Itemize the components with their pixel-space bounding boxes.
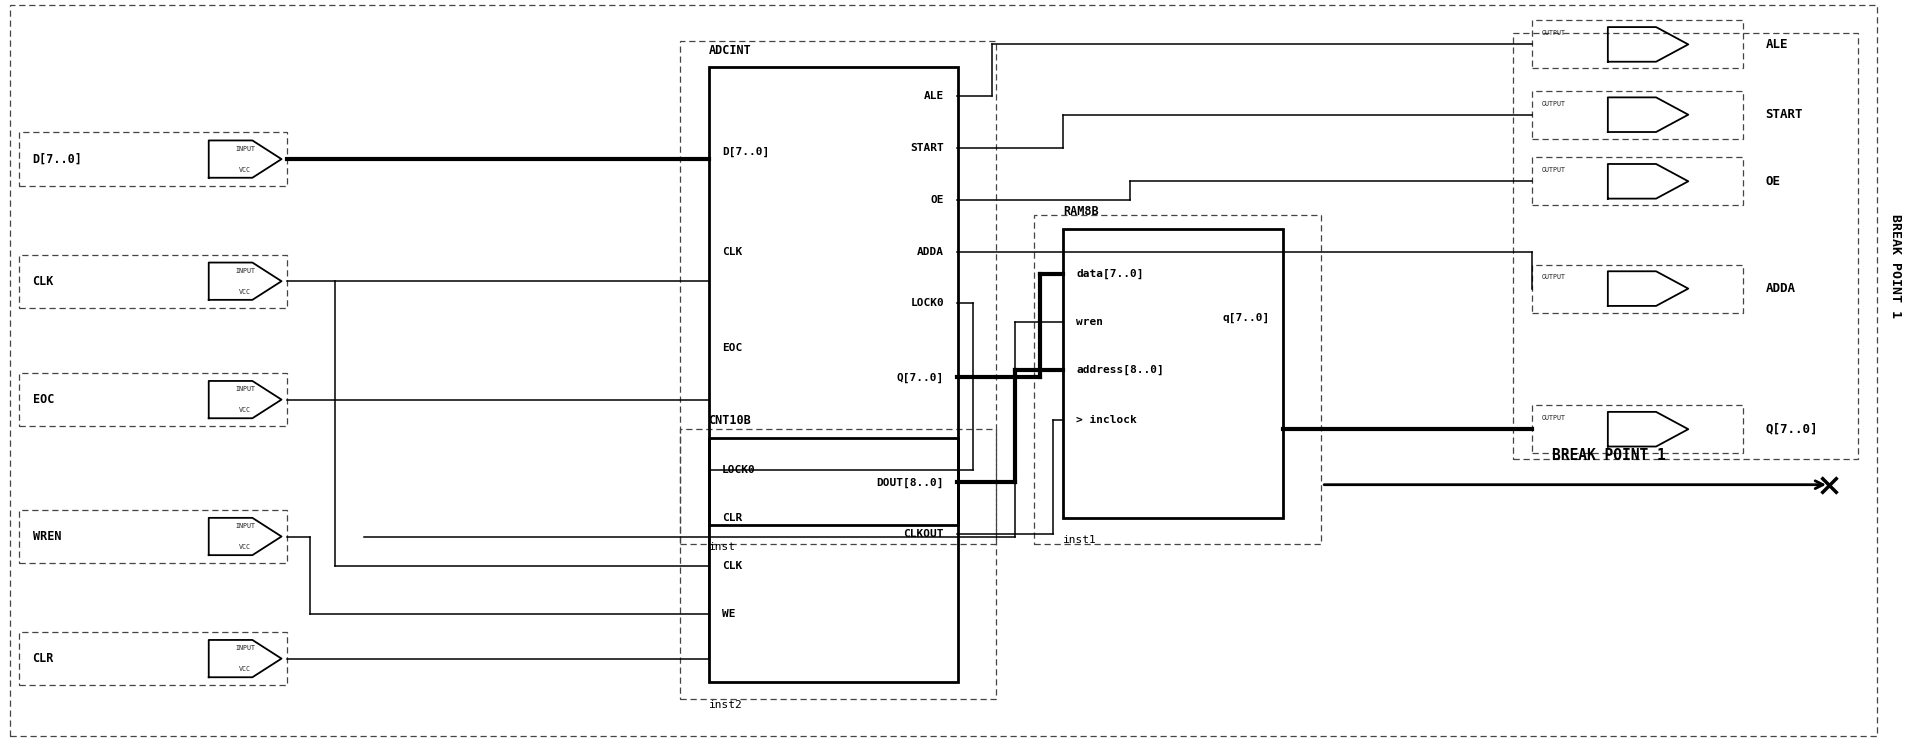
- Bar: [19, 132, 287, 186]
- Text: Q[7..0]: Q[7..0]: [896, 372, 944, 383]
- Text: EOC: EOC: [722, 343, 743, 353]
- Bar: [19, 632, 287, 685]
- Text: inst2: inst2: [708, 700, 743, 710]
- Text: CLKOUT: CLKOUT: [903, 529, 944, 539]
- Text: INPUT: INPUT: [235, 146, 255, 152]
- Text: ADDA: ADDA: [1765, 282, 1795, 295]
- Text: wren: wren: [1076, 317, 1102, 327]
- Text: VCC: VCC: [239, 289, 251, 295]
- Bar: [708, 67, 957, 525]
- Text: OE: OE: [1765, 175, 1780, 188]
- Text: OUTPUT: OUTPUT: [1541, 415, 1566, 421]
- Text: WE: WE: [722, 609, 735, 619]
- Text: CLR: CLR: [722, 513, 743, 523]
- Text: ADDA: ADDA: [917, 246, 944, 257]
- Text: q[7..0]: q[7..0]: [1221, 313, 1269, 323]
- Text: VCC: VCC: [239, 666, 251, 672]
- Text: ADCINT: ADCINT: [708, 44, 750, 57]
- Bar: [708, 438, 957, 682]
- Bar: [1531, 21, 1742, 69]
- Text: EOC: EOC: [33, 393, 54, 406]
- Bar: [1531, 264, 1742, 312]
- Text: CLK: CLK: [33, 275, 54, 288]
- Text: INPUT: INPUT: [235, 268, 255, 274]
- Text: OUTPUT: OUTPUT: [1541, 167, 1566, 173]
- Bar: [1531, 406, 1742, 453]
- Text: DOUT[8..0]: DOUT[8..0]: [877, 477, 944, 488]
- Bar: [1512, 33, 1857, 459]
- Bar: [1034, 215, 1321, 544]
- Text: INPUT: INPUT: [235, 386, 255, 392]
- Text: address[8..0]: address[8..0]: [1076, 365, 1164, 375]
- Text: data[7..0]: data[7..0]: [1076, 269, 1143, 279]
- Text: OUTPUT: OUTPUT: [1541, 30, 1566, 36]
- Text: LOCK0: LOCK0: [722, 465, 756, 475]
- Bar: [1531, 91, 1742, 139]
- Text: CLK: CLK: [722, 561, 743, 571]
- Text: VCC: VCC: [239, 544, 251, 550]
- Text: INPUT: INPUT: [235, 523, 255, 529]
- Text: D[7..0]: D[7..0]: [722, 147, 769, 157]
- Text: VCC: VCC: [239, 166, 251, 172]
- Text: WREN: WREN: [33, 530, 61, 543]
- Text: START: START: [1765, 108, 1803, 121]
- Text: CLK: CLK: [722, 246, 743, 257]
- Bar: [1531, 157, 1742, 205]
- Bar: [19, 510, 287, 563]
- Bar: [679, 429, 995, 699]
- Text: RAM8B: RAM8B: [1062, 205, 1099, 218]
- Bar: [1062, 229, 1282, 518]
- Text: OE: OE: [930, 195, 944, 205]
- Text: LOCK0: LOCK0: [909, 298, 944, 309]
- Text: OUTPUT: OUTPUT: [1541, 275, 1566, 280]
- Text: Q[7..0]: Q[7..0]: [1765, 423, 1816, 436]
- Bar: [679, 41, 995, 544]
- Text: inst1: inst1: [1062, 535, 1097, 545]
- Text: INPUT: INPUT: [235, 645, 255, 651]
- Text: ALE: ALE: [923, 91, 944, 101]
- Text: > inclock: > inclock: [1076, 414, 1137, 425]
- Text: CLR: CLR: [33, 652, 54, 665]
- Text: ALE: ALE: [1765, 38, 1788, 51]
- Text: VCC: VCC: [239, 407, 251, 413]
- Text: START: START: [909, 143, 944, 153]
- Text: CNT10B: CNT10B: [708, 414, 750, 427]
- Text: inst: inst: [708, 542, 735, 553]
- Text: BREAK POINT 1: BREAK POINT 1: [1550, 448, 1665, 462]
- Bar: [19, 373, 287, 426]
- Text: OUTPUT: OUTPUT: [1541, 101, 1566, 107]
- Text: D[7..0]: D[7..0]: [33, 152, 82, 166]
- Bar: [19, 255, 287, 308]
- Text: BREAK POINT 1: BREAK POINT 1: [1889, 215, 1901, 318]
